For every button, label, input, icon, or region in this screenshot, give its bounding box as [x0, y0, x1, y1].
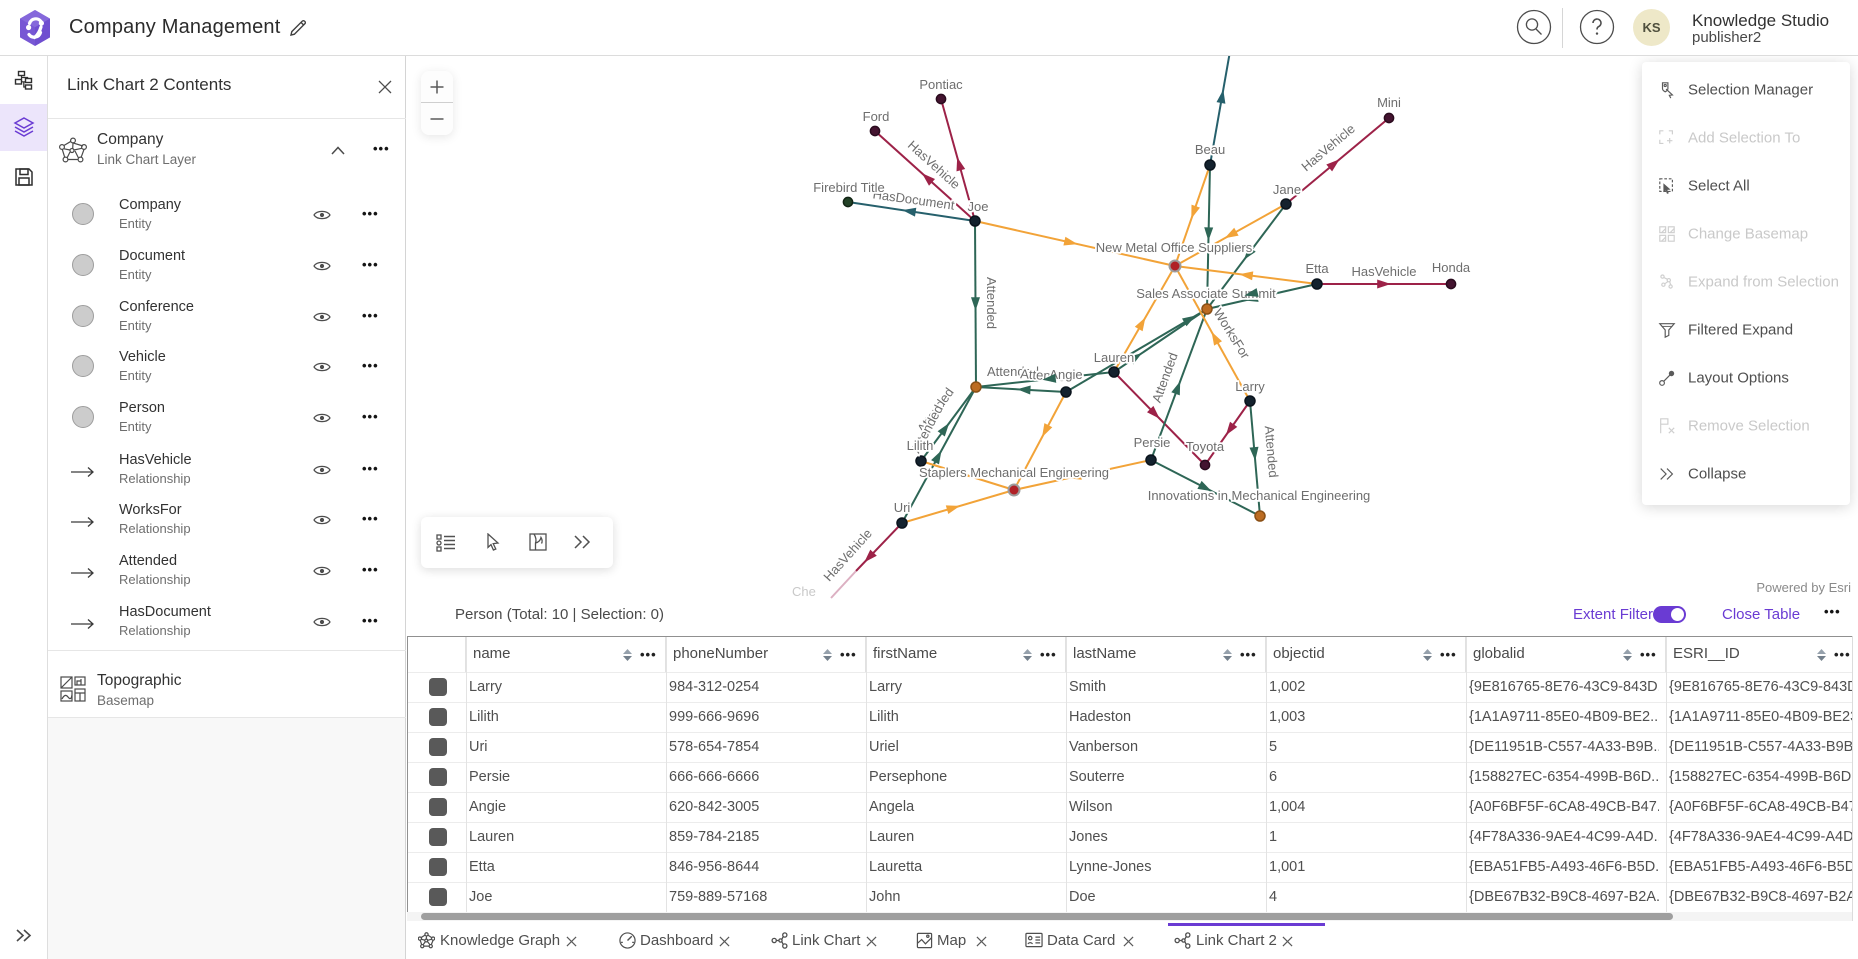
svg-text:WorksFor: WorksFor	[1211, 306, 1254, 362]
svg-text:Joe: Joe	[968, 199, 989, 214]
svg-text:HasVehicle: HasVehicle	[1351, 264, 1416, 279]
svg-text:Ford: Ford	[863, 109, 890, 124]
svg-text:Pontiac: Pontiac	[919, 77, 963, 92]
svg-text:Uri: Uri	[894, 500, 911, 515]
svg-text:Lauren: Lauren	[1094, 350, 1134, 365]
svg-text:Staplers Mechanical Engineerin: Staplers Mechanical Engineering	[919, 465, 1109, 480]
svg-text:Sales Associate Summit: Sales Associate Summit	[1136, 286, 1276, 301]
svg-text:Jane: Jane	[1273, 182, 1301, 197]
svg-text:Persie: Persie	[1134, 435, 1171, 450]
svg-text:Firebird Title: Firebird Title	[813, 180, 885, 195]
svg-text:New Metal Office Suppliers: New Metal Office Suppliers	[1096, 240, 1253, 255]
svg-text:Lilith: Lilith	[907, 438, 934, 453]
svg-text:Angie: Angie	[1049, 367, 1082, 382]
svg-text:Honda: Honda	[1432, 260, 1471, 275]
svg-text:Etta: Etta	[1305, 261, 1329, 276]
svg-text:Che: Che	[792, 584, 816, 599]
svg-text:Attended: Attended	[987, 364, 1039, 379]
svg-text:Attended: Attended	[1149, 350, 1181, 404]
svg-text:Attended: Attended	[1020, 366, 1073, 385]
svg-text:Attended: Attended	[1262, 425, 1281, 478]
svg-text:Mini: Mini	[1377, 95, 1401, 110]
svg-text:Beau: Beau	[1195, 142, 1225, 157]
svg-text:Attended: Attended	[984, 277, 999, 329]
svg-text:Larry: Larry	[1235, 379, 1265, 394]
svg-text:Toyota: Toyota	[1186, 439, 1225, 454]
svg-text:Innovations in Mechanical Engi: Innovations in Mechanical Engineering	[1148, 488, 1371, 503]
svg-text:HasVehicle: HasVehicle	[820, 526, 875, 584]
